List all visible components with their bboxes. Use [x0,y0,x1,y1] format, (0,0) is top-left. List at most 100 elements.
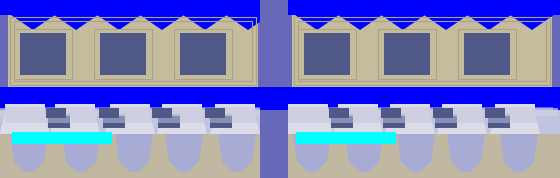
Bar [0,106,560,134]
Polygon shape [210,112,260,134]
Polygon shape [110,106,150,112]
Polygon shape [397,134,435,172]
Polygon shape [0,112,50,134]
Bar [331,114,353,128]
Polygon shape [105,112,155,134]
Polygon shape [288,106,328,112]
Polygon shape [55,106,95,112]
Bar [288,107,553,123]
Bar [458,29,516,79]
Bar [8,15,258,87]
Bar [180,33,226,75]
Polygon shape [428,90,466,110]
Polygon shape [215,106,255,112]
Polygon shape [283,112,333,134]
Bar [488,114,510,128]
Polygon shape [140,15,184,30]
Polygon shape [5,106,45,112]
Polygon shape [183,15,227,30]
Polygon shape [97,15,141,30]
Polygon shape [467,15,511,30]
Polygon shape [472,90,510,110]
Polygon shape [510,15,554,30]
Polygon shape [490,112,540,134]
Bar [390,104,430,112]
Bar [14,29,72,79]
Bar [46,108,66,118]
Bar [378,29,436,79]
Bar [495,104,535,112]
Polygon shape [58,90,96,110]
Bar [103,114,125,128]
Bar [210,114,232,128]
Bar [14,21,252,81]
Bar [0,0,560,15]
Bar [292,15,552,87]
Bar [485,108,505,118]
Polygon shape [296,90,334,110]
Bar [162,104,202,112]
Bar [381,108,401,118]
Bar [12,132,112,144]
Bar [433,108,453,118]
Polygon shape [115,134,153,172]
Polygon shape [234,90,272,110]
Polygon shape [516,90,554,110]
Bar [48,114,70,128]
Polygon shape [50,112,100,134]
Bar [435,114,457,128]
Bar [0,108,260,116]
Bar [338,104,378,112]
Polygon shape [447,134,485,172]
Polygon shape [424,15,468,30]
Polygon shape [295,15,339,30]
Bar [215,104,255,112]
Bar [442,104,482,112]
Polygon shape [338,106,378,112]
Bar [0,108,560,178]
Polygon shape [54,15,98,30]
Polygon shape [390,106,430,112]
Bar [260,87,288,110]
Bar [283,108,558,116]
Polygon shape [11,15,55,30]
Polygon shape [500,134,538,172]
Bar [5,104,45,112]
Bar [298,21,546,81]
Bar [464,33,510,75]
Polygon shape [146,90,184,110]
Bar [304,33,350,75]
Polygon shape [385,112,435,134]
Bar [10,17,256,85]
Polygon shape [62,134,100,172]
Polygon shape [10,134,48,172]
Polygon shape [340,90,378,110]
Polygon shape [333,112,383,134]
Bar [260,0,288,178]
Polygon shape [381,15,425,30]
Polygon shape [442,106,482,112]
Polygon shape [437,112,487,134]
Bar [296,132,396,144]
Bar [110,104,150,112]
Bar [384,33,430,75]
Bar [100,33,146,75]
Polygon shape [293,134,331,172]
Polygon shape [102,90,140,110]
Bar [298,29,356,79]
Bar [383,114,405,128]
Bar [99,108,119,118]
Bar [294,17,550,85]
Polygon shape [14,90,52,110]
Bar [329,108,349,118]
Bar [158,114,180,128]
Polygon shape [218,134,256,172]
Polygon shape [190,90,228,110]
Polygon shape [495,106,535,112]
Polygon shape [338,15,382,30]
Bar [205,108,225,118]
Bar [94,29,152,79]
Polygon shape [345,134,383,172]
Bar [288,104,328,112]
Polygon shape [384,90,422,110]
